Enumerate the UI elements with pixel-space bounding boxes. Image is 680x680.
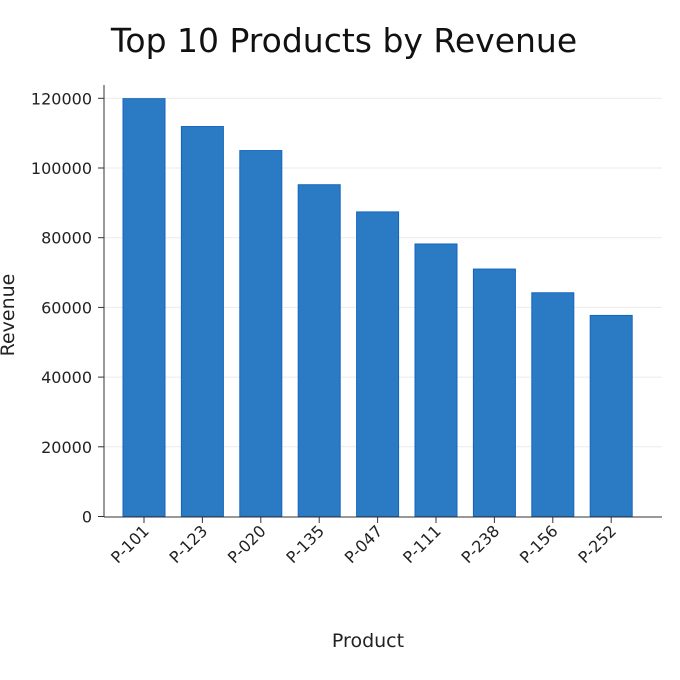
- bar-P-111: [414, 243, 458, 518]
- bar-P-135: [297, 184, 341, 517]
- x-tick-label: P-238: [458, 521, 504, 567]
- bar-P-020: [239, 150, 283, 517]
- chart-title: Top 10 Products by Revenue: [110, 21, 577, 60]
- y-tick-label: 100000: [31, 159, 92, 178]
- bar-P-123: [180, 126, 224, 517]
- bar-P-047: [356, 211, 400, 517]
- y-tick-label: 60000: [41, 298, 92, 317]
- y-tick-label: 80000: [41, 229, 92, 248]
- x-tick-label: P-047: [341, 521, 387, 567]
- x-tick-label: P-020: [224, 521, 270, 567]
- bar-P-101: [122, 98, 166, 517]
- y-tick-label: 20000: [41, 438, 92, 457]
- y-tick-label: 120000: [31, 89, 92, 108]
- y-tick-label: 0: [82, 508, 92, 527]
- bar-P-238: [472, 268, 516, 517]
- x-tick-label: P-111: [399, 521, 445, 567]
- y-tick-label: 40000: [41, 368, 92, 387]
- x-tick-label: P-135: [282, 521, 328, 567]
- x-tick-label: P-123: [166, 521, 212, 567]
- x-tick-label: P-252: [574, 521, 620, 567]
- x-tick-label: P-101: [107, 521, 153, 567]
- y-axis-label: Revenue: [0, 274, 19, 357]
- bar-P-156: [531, 292, 575, 517]
- bar-P-252: [589, 314, 633, 517]
- x-tick-label: P-156: [516, 521, 562, 567]
- x-axis-label: Product: [332, 630, 404, 652]
